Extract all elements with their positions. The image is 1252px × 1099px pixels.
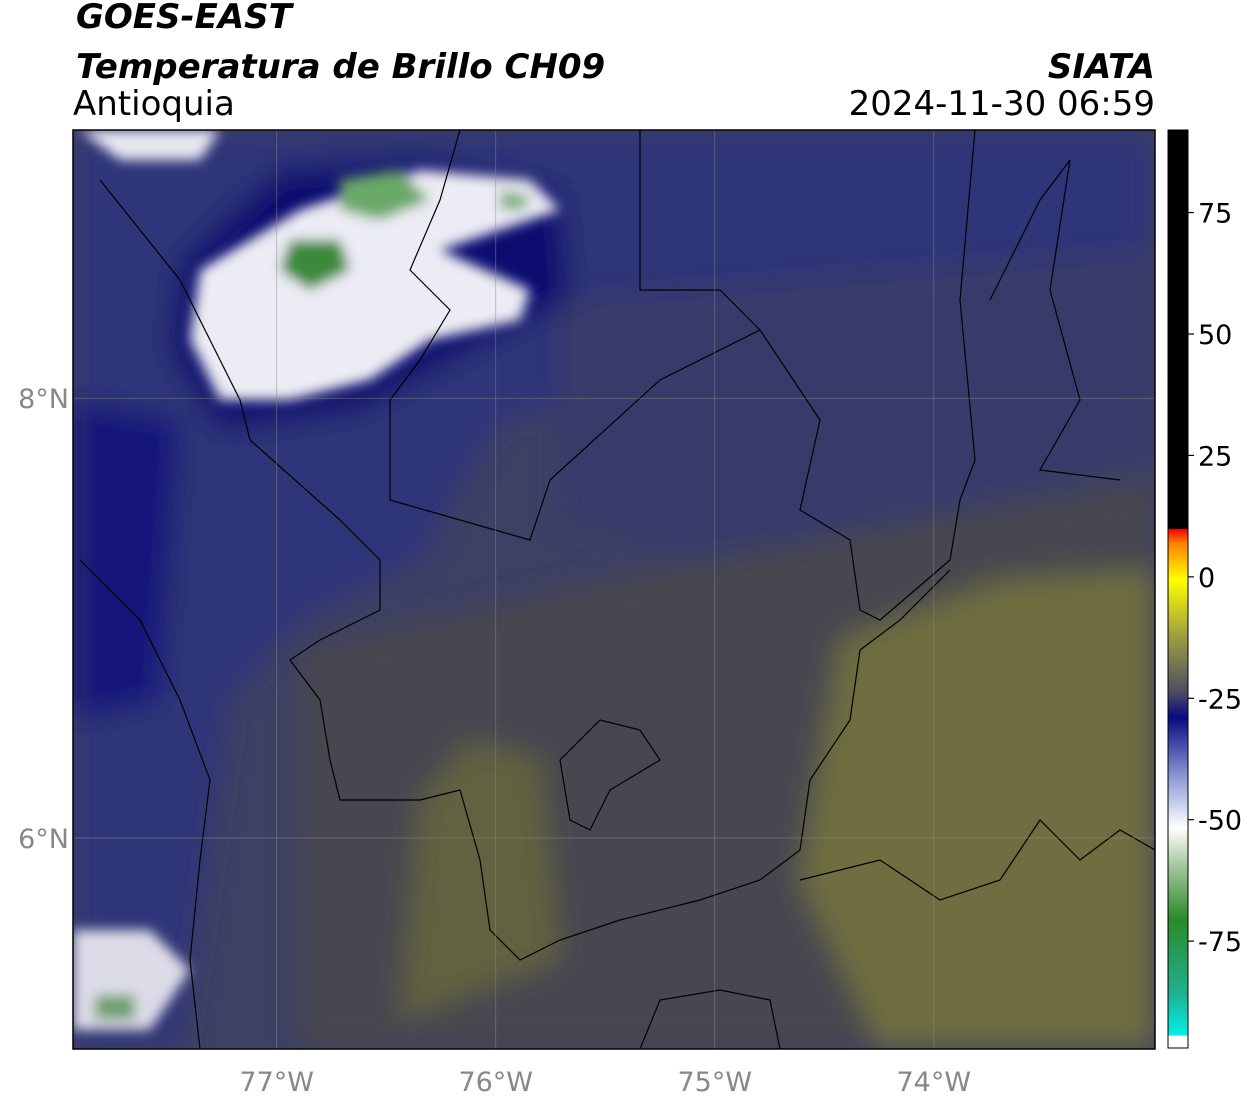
- colorbar-tick-label: 25: [1198, 441, 1232, 472]
- timestamp: 2024-11-30 06:59: [849, 84, 1155, 124]
- colorbar-tick-label: 50: [1198, 320, 1232, 351]
- colorbar-tick-label: 0: [1198, 563, 1215, 594]
- colorbar-tick-label: -25: [1198, 684, 1242, 715]
- region: Antioquia: [73, 84, 235, 124]
- lon-tick-label: 75°W: [677, 1067, 752, 1098]
- colorbar-tick-label: -50: [1198, 806, 1242, 837]
- lon-tick-label: 77°W: [239, 1067, 314, 1098]
- lon-tick-label: 76°W: [458, 1067, 533, 1098]
- lat-tick-label: 6°N: [18, 824, 69, 855]
- colorbar-tick-label: 75: [1198, 199, 1232, 230]
- colorbar-tick-label: -75: [1198, 927, 1242, 958]
- source: SIATA: [1048, 47, 1155, 87]
- title: GOES-EAST: [76, 0, 295, 37]
- lat-tick-label: 8°N: [18, 384, 69, 415]
- lon-tick-label: 74°W: [897, 1067, 972, 1098]
- map-frame: [72, 129, 1156, 1050]
- satellite-image: [73, 130, 1155, 1049]
- colorbar: [1167, 129, 1189, 1049]
- subtitle: Temperatura de Brillo CH09: [76, 47, 605, 87]
- graticule: [73, 130, 1155, 1049]
